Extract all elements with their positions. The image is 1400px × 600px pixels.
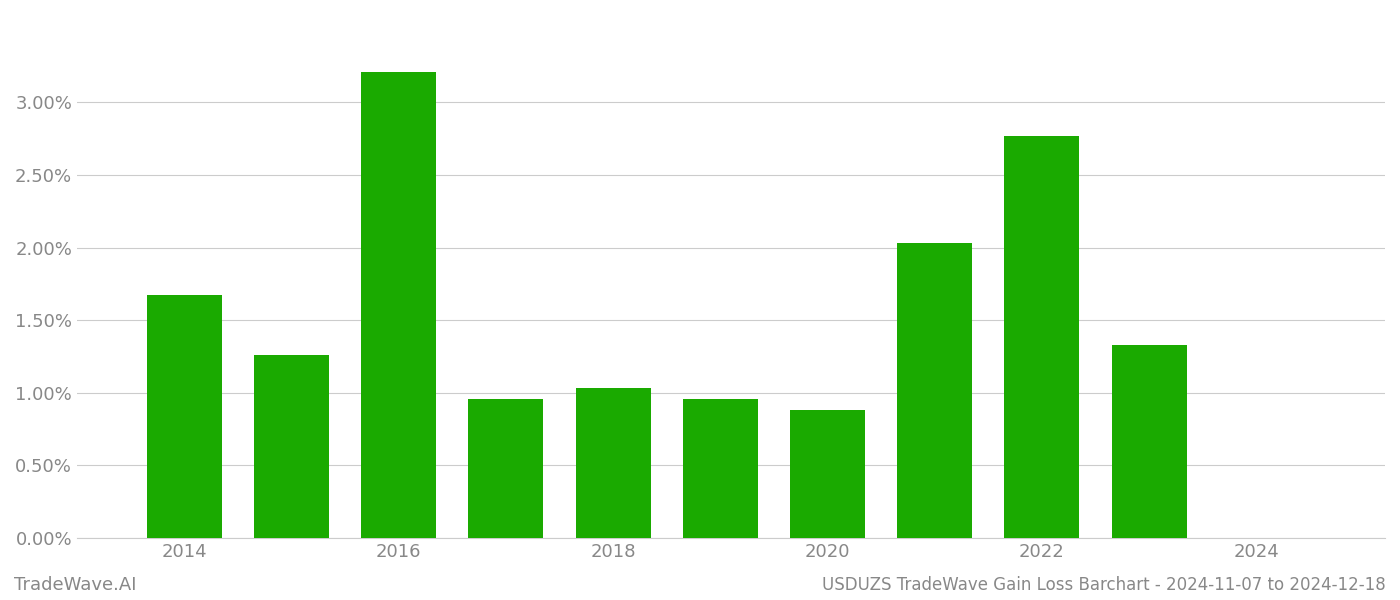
Bar <box>147 295 221 538</box>
Bar <box>790 410 865 538</box>
Text: TradeWave.AI: TradeWave.AI <box>14 576 137 594</box>
Bar <box>683 398 757 538</box>
Bar <box>253 355 329 538</box>
Text: USDUZS TradeWave Gain Loss Barchart - 2024-11-07 to 2024-12-18: USDUZS TradeWave Gain Loss Barchart - 20… <box>822 576 1386 594</box>
Bar <box>897 243 972 538</box>
Bar <box>361 71 437 538</box>
Bar <box>1004 136 1079 538</box>
Bar <box>575 388 651 538</box>
Bar <box>1112 345 1187 538</box>
Bar <box>469 398 543 538</box>
